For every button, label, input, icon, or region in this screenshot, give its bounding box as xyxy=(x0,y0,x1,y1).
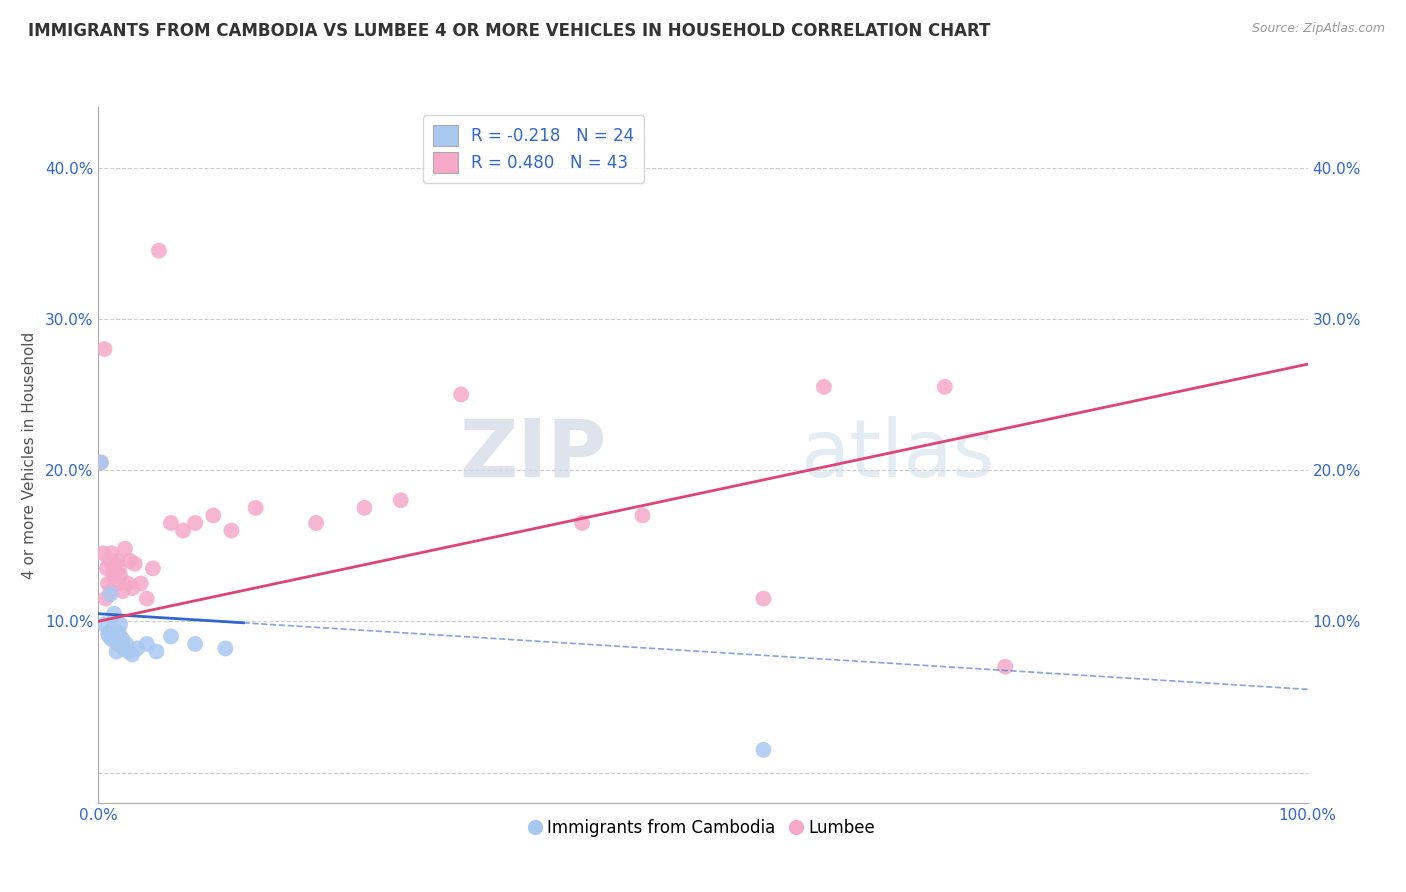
Point xyxy=(129,576,152,591)
Point xyxy=(127,641,149,656)
Point xyxy=(934,380,956,394)
Point xyxy=(118,554,141,568)
Point xyxy=(93,617,115,632)
Point xyxy=(114,541,136,556)
Text: ZIP: ZIP xyxy=(458,416,606,494)
Point xyxy=(184,637,207,651)
Point xyxy=(145,644,167,658)
Point xyxy=(813,380,835,394)
Point xyxy=(184,516,207,530)
Point xyxy=(752,743,775,757)
Point xyxy=(103,607,125,621)
Point xyxy=(214,641,236,656)
Point xyxy=(115,637,138,651)
Point xyxy=(107,637,129,651)
Point xyxy=(97,576,120,591)
Point xyxy=(108,617,131,632)
Point xyxy=(117,576,139,591)
Point xyxy=(91,546,114,560)
Point xyxy=(571,516,593,530)
Point xyxy=(305,516,328,530)
Point xyxy=(172,524,194,538)
Point xyxy=(94,591,117,606)
Point xyxy=(160,516,183,530)
Point xyxy=(111,632,134,647)
Point xyxy=(96,561,118,575)
Point xyxy=(108,569,131,583)
Point xyxy=(148,244,170,258)
Point xyxy=(105,644,128,658)
Point xyxy=(101,622,124,636)
Legend: Immigrants from Cambodia, Lumbee: Immigrants from Cambodia, Lumbee xyxy=(524,812,882,843)
Point xyxy=(100,632,122,647)
Text: IMMIGRANTS FROM CAMBODIA VS LUMBEE 4 OR MORE VEHICLES IN HOUSEHOLD CORRELATION C: IMMIGRANTS FROM CAMBODIA VS LUMBEE 4 OR … xyxy=(28,22,990,40)
Point xyxy=(97,626,120,640)
Point xyxy=(108,626,131,640)
Point xyxy=(93,342,115,356)
Point xyxy=(124,557,146,571)
Point xyxy=(160,629,183,643)
Point xyxy=(135,637,157,651)
Point xyxy=(100,546,122,560)
Point xyxy=(121,648,143,662)
Point xyxy=(142,561,165,575)
Point xyxy=(994,659,1017,673)
Text: Source: ZipAtlas.com: Source: ZipAtlas.com xyxy=(1251,22,1385,36)
Y-axis label: 4 or more Vehicles in Household: 4 or more Vehicles in Household xyxy=(21,331,37,579)
Point xyxy=(121,581,143,595)
Point xyxy=(118,644,141,658)
Text: atlas: atlas xyxy=(800,416,994,494)
Point xyxy=(245,500,267,515)
Point xyxy=(98,554,121,568)
Point xyxy=(104,557,127,571)
Point xyxy=(202,508,225,523)
Point xyxy=(111,584,134,599)
Point xyxy=(103,569,125,583)
Point xyxy=(353,500,375,515)
Point xyxy=(100,584,122,599)
Point xyxy=(112,641,135,656)
Point xyxy=(101,566,124,580)
Point xyxy=(98,629,121,643)
Point xyxy=(105,576,128,591)
Point xyxy=(389,493,412,508)
Point xyxy=(221,524,243,538)
Point xyxy=(108,561,131,575)
Point xyxy=(450,387,472,401)
Point xyxy=(107,554,129,568)
Point xyxy=(90,455,112,469)
Point xyxy=(631,508,654,523)
Point xyxy=(135,591,157,606)
Point xyxy=(90,455,112,469)
Point xyxy=(100,587,122,601)
Point xyxy=(752,591,775,606)
